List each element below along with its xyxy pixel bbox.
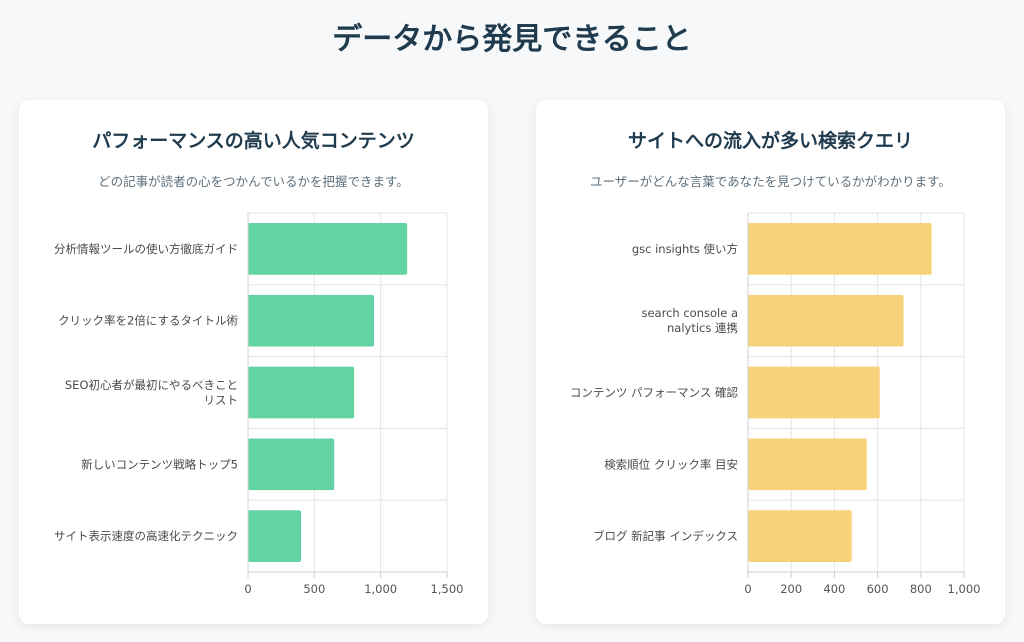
category-label: コンテンツ パフォーマンス 確認 <box>570 386 739 400</box>
category-label-line: ブログ 新記事 インデックス <box>593 529 738 543</box>
x-tick-label: 1,000 <box>364 582 397 596</box>
category-label-line: コンテンツ パフォーマンス 確認 <box>570 386 739 400</box>
search-queries-card: サイトへの流入が多い検索クエリ ユーザーがどんな言葉であなたを見つけているかがわ… <box>536 100 1005 624</box>
category-label-line: クリック率を2倍にするタイトル術 <box>58 314 238 328</box>
x-tick-label: 800 <box>910 582 932 596</box>
category-label-line: 分析情報ツールの使い方徹底ガイド <box>54 242 238 256</box>
x-tick-label: 1,500 <box>431 582 464 596</box>
page-title: データから発見できること <box>332 22 692 57</box>
x-tick-label: 0 <box>244 582 251 596</box>
category-label: クリック率を2倍にするタイトル術 <box>58 314 238 328</box>
x-tick-label: 1,000 <box>948 582 981 596</box>
bar <box>748 438 867 491</box>
category-label-line: 検索順位 クリック率 目安 <box>604 457 738 471</box>
search-queries-chart: gsc insights 使い方 search console a nalytics… <box>570 212 981 596</box>
card-title: サイトへの流入が多い検索クエリ <box>627 130 913 152</box>
bar <box>748 510 852 562</box>
category-label-line: リスト <box>204 393 239 407</box>
bar <box>748 223 932 275</box>
category-label-line: gsc insights 使い方 <box>632 242 738 256</box>
category-label: gsc insights 使い方 <box>632 242 738 256</box>
bar <box>248 438 335 491</box>
category-label: サイト表示速度の高速化テクニック <box>54 529 238 543</box>
category-label: 分析情報ツールの使い方徹底ガイド <box>54 242 238 256</box>
bar <box>248 366 355 419</box>
x-tick-label: 0 <box>744 582 751 596</box>
card-title: パフォーマンスの高い人気コンテンツ <box>92 130 415 152</box>
category-label: SEO初心者が最初にやるべきことリスト <box>65 378 238 407</box>
card-subtitle: どの記事が読者の心をつかんでいるかを把握できます。 <box>98 174 409 189</box>
x-tick-label: 600 <box>867 582 889 596</box>
category-label-line: search console a <box>641 306 738 320</box>
category-label-line: SEO初心者が最初にやるべきこと <box>65 378 238 392</box>
category-label-line: サイト表示速度の高速化テクニック <box>54 529 238 543</box>
x-tick-label: 400 <box>823 582 845 596</box>
bar <box>248 510 302 562</box>
category-label: 新しいコンテンツ戦略トップ5 <box>81 457 238 471</box>
x-tick-label: 200 <box>780 582 802 596</box>
category-label-line: nalytics 連携 <box>667 321 738 335</box>
popular-content-card: パフォーマンスの高い人気コンテンツ どの記事が読者の心をつかんでいるかを把握でき… <box>19 100 488 624</box>
bar <box>248 294 375 347</box>
category-label: 検索順位 クリック率 目安 <box>604 457 738 471</box>
category-label: ブログ 新記事 インデックス <box>593 529 738 543</box>
bar <box>748 366 880 419</box>
category-label-line: 新しいコンテンツ戦略トップ5 <box>81 457 238 471</box>
bar <box>748 294 904 347</box>
x-tick-label: 500 <box>303 582 325 596</box>
card-subtitle: ユーザーがどんな言葉であなたを見つけているかがわかります。 <box>590 174 951 189</box>
bar <box>248 223 408 275</box>
category-label: search console a nalytics 連携 <box>641 306 738 335</box>
